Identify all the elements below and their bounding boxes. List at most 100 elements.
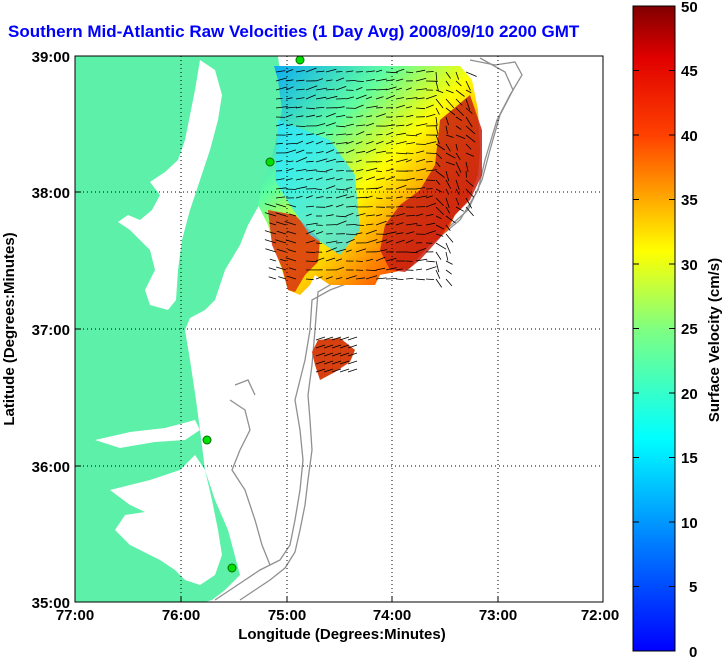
- velocity-arrow: [305, 133, 314, 136]
- velocity-arrow: [305, 67, 317, 73]
- velocity-arrow: [425, 179, 436, 181]
- velocity-arrow: [395, 205, 404, 208]
- velocity-arrow: [395, 232, 404, 235]
- velocity-arrow: [275, 196, 286, 199]
- velocity-arrow: [415, 268, 423, 271]
- velocity-arrow: [415, 77, 427, 82]
- velocity-arrow: [445, 161, 456, 166]
- velocity-arrow: [455, 89, 465, 97]
- velocity-arrow: [278, 276, 287, 280]
- velocity-arrow: [268, 276, 277, 280]
- velocity-arrow: [435, 278, 443, 288]
- y-tick-label: 38:00: [32, 185, 70, 202]
- velocity-arrow: [345, 133, 353, 136]
- velocity-arrow: [275, 212, 287, 217]
- velocity-arrow: [395, 158, 408, 163]
- velocity-arrow: [385, 158, 393, 163]
- velocity-arrow: [285, 188, 297, 190]
- velocity-arrow: [276, 248, 287, 253]
- velocity-arrow: [315, 368, 326, 373]
- velocity-arrow: [347, 368, 358, 373]
- velocity-arrow: [385, 257, 397, 262]
- velocity-arrow: [315, 360, 326, 365]
- velocity-arrow: [455, 107, 465, 116]
- velocity-arrow: [365, 141, 374, 145]
- velocity-arrow: [365, 176, 376, 181]
- velocity-arrow: [355, 150, 366, 154]
- velocity-arrow: [295, 97, 305, 100]
- velocity-arrow: [305, 94, 316, 100]
- velocity-arrow: [405, 260, 413, 262]
- velocity-arrow: [325, 204, 333, 208]
- velocity-arrow: [415, 88, 427, 91]
- velocity-arrow: [295, 169, 307, 172]
- velocity-arrow: [395, 152, 407, 155]
- velocity-arrow: [405, 87, 412, 91]
- velocity-arrow: [445, 206, 451, 214]
- velocity-arrow: [295, 133, 303, 136]
- velocity-arrow: [455, 125, 462, 130]
- velocity-arrow: [465, 206, 474, 217]
- velocity-arrow: [385, 231, 397, 235]
- velocity-vectors: [264, 67, 477, 373]
- velocity-arrow: [375, 170, 383, 172]
- velocity-arrow: [305, 195, 313, 199]
- velocity-arrow: [335, 204, 344, 208]
- velocity-arrow: [285, 133, 293, 136]
- colorbar-tick-label: 20: [681, 386, 698, 403]
- colorbar-label: Surface Velocity (cm/s): [706, 258, 723, 422]
- velocity-arrow: [295, 115, 304, 118]
- velocity-arrow: [275, 178, 285, 181]
- velocity-arrow: [445, 89, 454, 94]
- velocity-arrow: [280, 258, 287, 262]
- velocity-arrow: [445, 278, 453, 287]
- velocity-arrow: [275, 70, 286, 73]
- velocity-arrow: [385, 79, 395, 82]
- velocity-arrow: [275, 86, 288, 91]
- velocity-arrow: [286, 230, 297, 235]
- velocity-arrow: [339, 352, 350, 357]
- velocity-arrow: [325, 142, 336, 145]
- velocity-arrow: [415, 69, 426, 73]
- velocity-arrow: [285, 149, 297, 154]
- velocity-arrow: [425, 141, 437, 145]
- velocity-arrow: [355, 169, 364, 172]
- velocity-arrow: [425, 222, 436, 226]
- velocity-arrow: [285, 257, 297, 262]
- velocity-arrow: [335, 77, 345, 82]
- velocity-arrow: [315, 336, 326, 341]
- velocity-arrow: [405, 177, 415, 181]
- velocity-arrow: [365, 167, 378, 172]
- velocity-arrow: [395, 104, 405, 109]
- velocity-arrow: [425, 152, 437, 154]
- velocity-arrow: [435, 179, 441, 186]
- velocity-arrow: [325, 197, 333, 199]
- velocity-arrow: [331, 336, 342, 341]
- velocity-arrow: [287, 275, 297, 280]
- velocity-arrow: [405, 123, 413, 127]
- velocity-arrow: [268, 267, 277, 271]
- velocity-arrow: [355, 213, 366, 217]
- velocity-arrow: [345, 186, 353, 190]
- velocity-arrow: [355, 248, 367, 253]
- velocity-arrow: [315, 158, 328, 163]
- velocity-arrow: [335, 142, 348, 145]
- velocity-arrow: [405, 134, 418, 137]
- velocity-arrow: [415, 179, 423, 181]
- velocity-arrow: [365, 258, 374, 262]
- velocity-arrow: [335, 125, 346, 128]
- velocity-arrow: [285, 178, 293, 181]
- velocity-arrow: [425, 113, 436, 118]
- velocity-arrow: [345, 205, 357, 208]
- velocity-arrow: [339, 344, 350, 349]
- velocity-arrow: [395, 78, 404, 82]
- velocity-arrow: [385, 278, 398, 280]
- velocity-arrow: [455, 179, 460, 190]
- velocity-arrow: [305, 260, 317, 262]
- velocity-arrow: [275, 187, 287, 190]
- velocity-arrow: [465, 161, 469, 172]
- velocity-arrow: [405, 71, 414, 73]
- velocity-arrow: [465, 179, 474, 187]
- colorbar-tick-label: 5: [689, 579, 697, 596]
- velocity-arrow: [288, 267, 297, 271]
